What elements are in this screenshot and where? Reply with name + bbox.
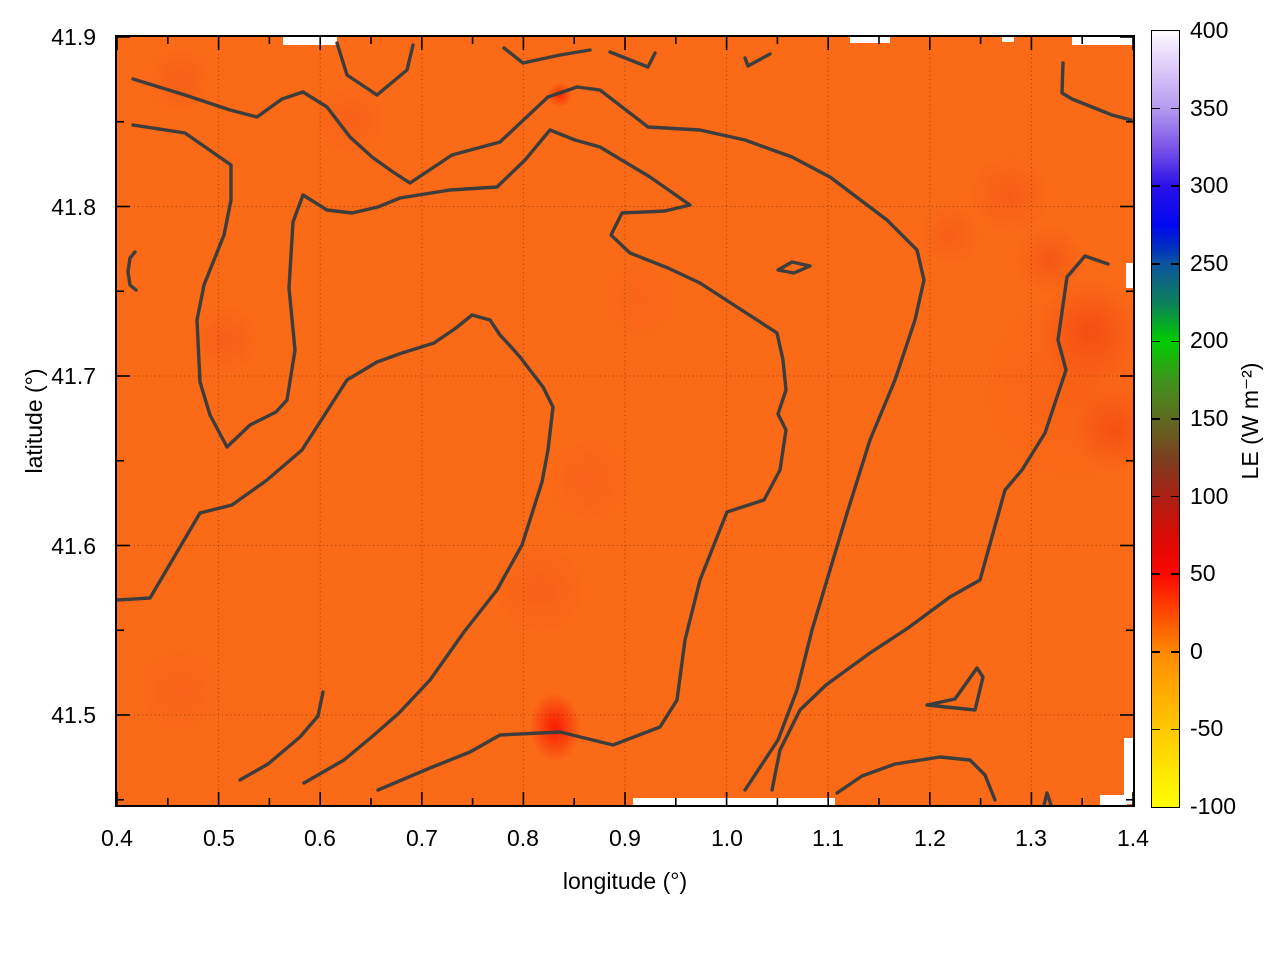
y-tick-label: 41.7: [51, 363, 96, 389]
missing-data-gap: [850, 37, 890, 43]
colorbar-tick-dash: [1171, 340, 1179, 343]
axis-ticks: [117, 37, 1133, 805]
y-tick-label: 41.8: [51, 194, 96, 220]
y-tick-label: 41.9: [51, 24, 96, 50]
colorbar-tick-dash: [1152, 573, 1160, 575]
x-tick-label: 0.7: [406, 825, 438, 851]
y-tick-label: 41.5: [51, 702, 96, 728]
missing-data-gap: [1072, 37, 1133, 45]
colorbar-tick-label: 350: [1190, 95, 1229, 121]
contour-bottom-right-arc: [835, 755, 997, 802]
missing-data-gap: [633, 798, 835, 805]
colorbar-tick-dash: [1152, 418, 1160, 420]
x-axis-title: longitude (°): [562, 868, 688, 894]
x-tick-label: 0.5: [203, 825, 235, 851]
colorbar-tick-label: 300: [1190, 172, 1229, 198]
x-tick-label: 0.6: [304, 825, 336, 851]
contour-small-triangle: [925, 666, 985, 712]
colorbar: [1151, 30, 1180, 808]
colorbar-tick-dash: [1152, 495, 1160, 498]
missing-data-gap: [1126, 263, 1133, 288]
colorbar-tick-dash: [1171, 107, 1179, 110]
contour-top-right-corner: [1060, 61, 1133, 122]
colorbar-tick-label: 0: [1190, 638, 1203, 664]
colorbar-tick-dash: [1171, 651, 1179, 653]
x-tick-label: 1.3: [1015, 825, 1047, 851]
colorbar-tick-label: 50: [1190, 560, 1216, 586]
contour-bottom-spike: [1042, 791, 1053, 805]
x-tick-label: 0.4: [101, 825, 133, 851]
colorbar-tick-dash: [1171, 185, 1179, 187]
colorbar-tick-dash: [1152, 185, 1160, 187]
y-tick-label: 41.6: [51, 533, 96, 559]
contour-top-v-3: [608, 50, 657, 69]
contour-southwest-loop: [117, 313, 555, 785]
contour-top-v-2: [502, 46, 592, 65]
x-tick-label: 1.1: [812, 825, 844, 851]
x-tick-label: 0.9: [609, 825, 641, 851]
colorbar-tick-label: -50: [1190, 715, 1224, 741]
colorbar-tick-dash: [1152, 728, 1160, 731]
colorbar-tick-dash: [1152, 263, 1160, 265]
missing-data-gap: [1100, 795, 1127, 805]
colorbar-tick-dash: [1152, 340, 1160, 343]
contour-bottom-left-short: [238, 690, 325, 782]
colorbar-tick-label: -100: [1190, 793, 1237, 819]
colorbar-tick-label: 250: [1190, 250, 1229, 276]
colorbar-tick-label: 400: [1190, 17, 1229, 43]
colorbar-tick-dash: [1171, 263, 1179, 265]
colorbar-tick-dash: [1171, 495, 1179, 498]
contour-left-edge-curl: [126, 250, 138, 292]
contour-lines: [117, 41, 1133, 805]
contour-top-v-1: [335, 41, 415, 97]
colorbar-title: LE (W m⁻²): [1237, 362, 1263, 480]
colorbar-tick-dash: [1152, 651, 1160, 653]
missing-data-gap: [1124, 738, 1133, 804]
heatmap-plot-area: [117, 37, 1133, 805]
x-tick-label: 0.8: [507, 825, 539, 851]
contour-main-upper-sweep: [131, 77, 926, 792]
y-axis-title: latitude (°): [21, 368, 47, 474]
contour-right-long: [770, 254, 1110, 792]
x-tick-label: 1.2: [914, 825, 946, 851]
colorbar-tick-dash: [1171, 573, 1179, 575]
colorbar-tick-dash: [1171, 418, 1179, 420]
colorbar-tick-dash: [1152, 107, 1160, 110]
x-tick-label: 1.0: [711, 825, 743, 851]
colorbar-tick-dash: [1171, 728, 1179, 731]
contour-overlay: [117, 37, 1133, 805]
colorbar-tick-label: 200: [1190, 327, 1229, 353]
contour-hairpin-crest: [131, 123, 788, 792]
colorbar-tick-label: 100: [1190, 483, 1229, 509]
colorbar-tick-label: 150: [1190, 405, 1229, 431]
missing-data-gap: [283, 37, 337, 45]
contour-top-v-4: [743, 52, 772, 68]
x-tick-label: 1.4: [1117, 825, 1149, 851]
contour-small-diamond: [776, 260, 812, 275]
missing-data-gap: [1002, 37, 1014, 42]
